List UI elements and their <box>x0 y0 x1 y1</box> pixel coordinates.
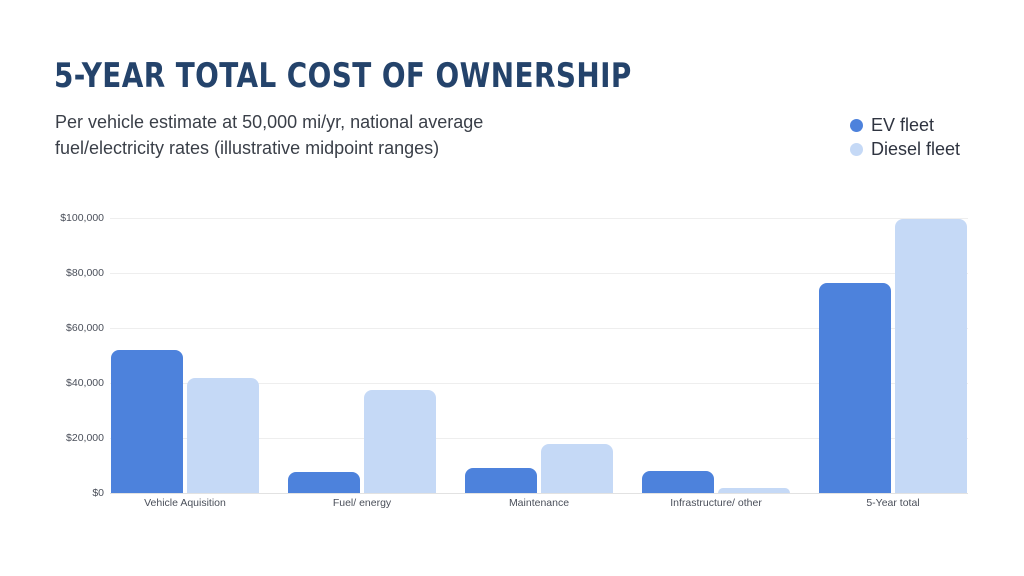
y-tick-label: $60,000 <box>66 322 104 334</box>
bar-diesel <box>187 377 259 493</box>
bar-diesel <box>718 487 790 493</box>
bar-ev <box>465 468 537 493</box>
gridline <box>110 438 968 439</box>
chart-subtitle: Per vehicle estimate at 50,000 mi/yr, na… <box>55 112 484 158</box>
legend-item-ev: EV fleet <box>850 113 960 137</box>
gridline <box>110 328 968 329</box>
ev-dot-icon <box>850 118 863 132</box>
y-tick-label: $20,000 <box>66 432 104 444</box>
diesel-dot-icon <box>850 142 863 156</box>
y-tick-label: $80,000 <box>66 267 104 279</box>
x-tick-label: Vehicle Aquisition <box>144 497 226 509</box>
y-tick-label: $100,000 <box>60 212 104 224</box>
legend-label-diesel: Diesel fleet <box>871 138 961 159</box>
x-tick-label: Fuel/ energy <box>332 497 392 509</box>
gridline <box>110 273 968 274</box>
bar-ev <box>288 472 360 493</box>
bar-diesel <box>364 389 436 493</box>
bar-diesel <box>895 219 967 493</box>
x-axis-line <box>110 493 968 494</box>
bar-ev <box>642 471 714 493</box>
gridline <box>110 218 968 219</box>
bar-ev <box>819 282 891 493</box>
bar-ev <box>111 350 183 493</box>
y-tick-label: $0 <box>92 487 104 499</box>
x-tick-label: Maintenance <box>508 497 570 509</box>
x-tick-label: 5-Year total <box>866 497 920 509</box>
x-tick-label: Infrastructure/ other <box>670 497 762 509</box>
legend: EV fleet Diesel fleet <box>850 113 960 161</box>
page-title: 5-YEAR TOTAL COST OF OWNERSHIP <box>54 56 632 96</box>
legend-item-diesel: Diesel fleet <box>850 137 960 161</box>
legend-label-ev: EV fleet <box>871 114 935 135</box>
gridline <box>110 383 968 384</box>
bar-diesel <box>541 443 613 493</box>
y-tick-label: $40,000 <box>66 377 104 389</box>
